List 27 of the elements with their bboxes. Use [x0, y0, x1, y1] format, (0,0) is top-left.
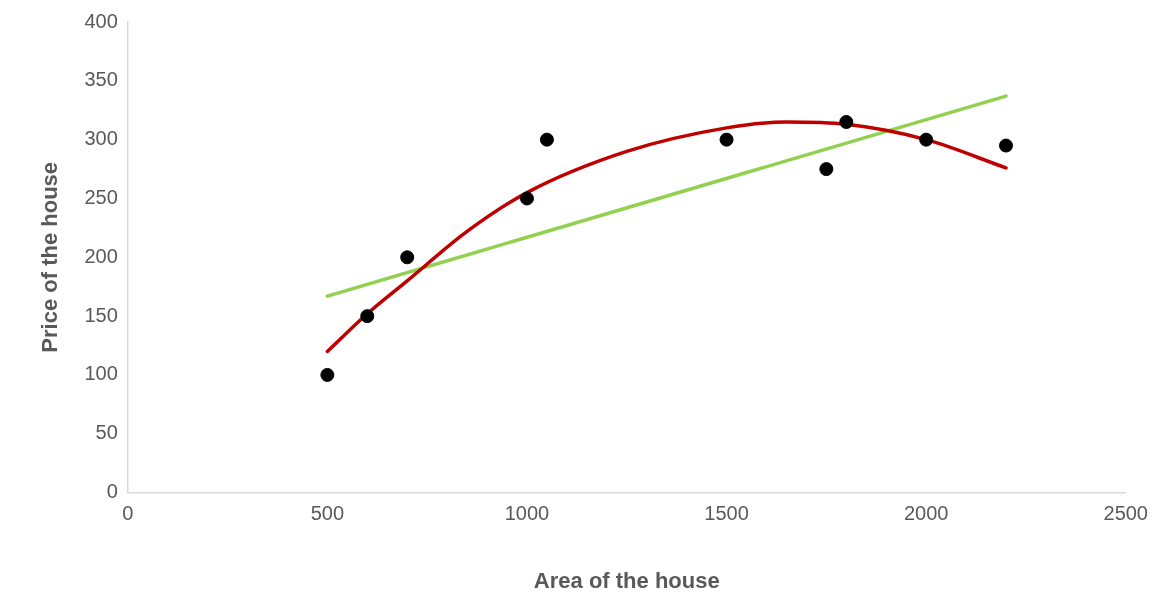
point	[519, 191, 534, 206]
y-axis-title: Price of the house	[37, 161, 63, 353]
y-tick-label: 400	[84, 9, 118, 32]
y-tick-label: 50	[95, 421, 118, 444]
point	[839, 115, 854, 129]
x-tick-label: 2000	[903, 502, 949, 525]
y-tick-label: 100	[84, 362, 118, 385]
x-tick-label: 2500	[1103, 502, 1148, 525]
point	[539, 132, 554, 147]
y-tick-label: 300	[84, 127, 118, 150]
x-tick-label: 0	[122, 502, 134, 525]
x-tick-label: 1000	[504, 502, 550, 525]
y-tick-label: 0	[106, 480, 118, 503]
x-tick-label: 1500	[704, 502, 749, 525]
point	[919, 132, 934, 147]
y-tick-label: 250	[84, 185, 118, 208]
point	[719, 132, 734, 147]
point	[320, 367, 335, 382]
y-tick-label: 350	[84, 68, 118, 91]
x-axis-title: Area of the house	[533, 567, 720, 593]
x-tick-label: 500	[310, 502, 345, 525]
point	[360, 309, 375, 324]
y-tick-label: 150	[84, 303, 118, 326]
point	[999, 138, 1013, 153]
point	[819, 162, 834, 177]
y-tick-label: 200	[84, 244, 118, 267]
point	[400, 250, 415, 265]
